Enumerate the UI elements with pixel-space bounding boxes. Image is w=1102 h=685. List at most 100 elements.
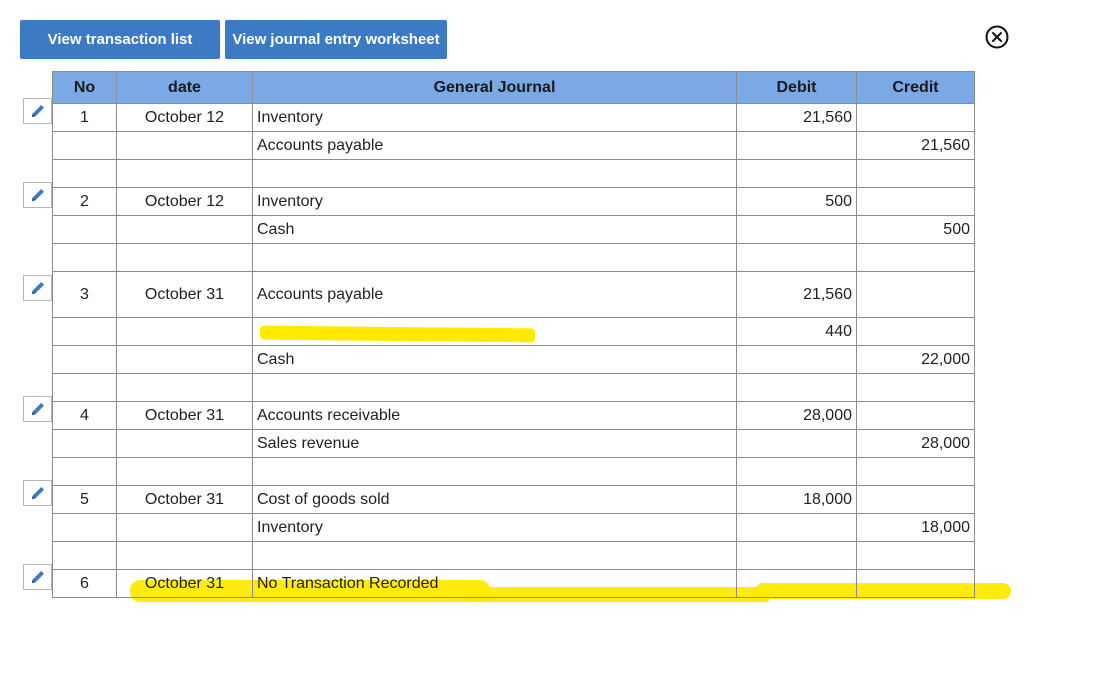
entry-number <box>52 215 117 244</box>
col-header-no: No <box>52 71 117 104</box>
credit-amount: 18,000 <box>856 513 975 542</box>
debit-amount <box>736 429 857 458</box>
account-name: Inventory <box>252 513 737 542</box>
debit-amount <box>736 345 857 374</box>
edit-entry-1-button[interactable] <box>23 98 52 124</box>
credit-amount <box>856 457 975 486</box>
credit-amount: 22,000 <box>856 345 975 374</box>
debit-amount <box>736 131 857 160</box>
credit-amount <box>856 569 975 598</box>
account-name <box>252 317 737 346</box>
entry-date <box>116 159 253 188</box>
entry-date <box>116 373 253 402</box>
col-header-credit: Credit <box>856 71 975 104</box>
table-row: 2 October 12 Inventory 500 <box>52 187 975 216</box>
entry-date: October 31 <box>116 569 253 598</box>
pencil-icon <box>31 189 44 201</box>
debit-amount <box>736 569 857 598</box>
entry-number <box>52 159 117 188</box>
pencil-icon <box>31 571 44 583</box>
account-name: No Transaction Recorded <box>252 569 737 598</box>
debit-amount <box>736 215 857 244</box>
debit-amount <box>736 243 857 272</box>
credit-amount: 500 <box>856 215 975 244</box>
debit-amount: 28,000 <box>736 401 857 430</box>
entry-date: October 31 <box>116 485 253 514</box>
view-transaction-list-button[interactable]: View transaction list <box>20 20 220 59</box>
close-circle-icon[interactable] <box>985 25 1009 49</box>
credit-amount <box>856 187 975 216</box>
credit-amount <box>856 317 975 346</box>
edit-entry-4-button[interactable] <box>23 396 52 422</box>
entry-date <box>116 131 253 160</box>
entry-date <box>116 345 253 374</box>
account-name <box>252 457 737 486</box>
table-row <box>52 541 975 570</box>
pencil-icon <box>31 403 44 415</box>
edit-entry-2-button[interactable] <box>23 182 52 208</box>
entry-number <box>52 457 117 486</box>
debit-amount: 21,560 <box>736 103 857 132</box>
account-name: Sales revenue <box>252 429 737 458</box>
account-name <box>252 373 737 402</box>
entry-number <box>52 345 117 374</box>
pencil-icon <box>31 105 44 117</box>
debit-amount <box>736 373 857 402</box>
entry-date <box>116 541 253 570</box>
edit-entry-5-button[interactable] <box>23 480 52 506</box>
account-name: Inventory <box>252 187 737 216</box>
account-name <box>252 243 737 272</box>
debit-amount: 18,000 <box>736 485 857 514</box>
entry-number <box>52 541 117 570</box>
table-header-row: No date General Journal Debit Credit <box>52 71 975 104</box>
credit-amount <box>856 103 975 132</box>
credit-amount: 28,000 <box>856 429 975 458</box>
edit-entry-6-button[interactable] <box>23 564 52 590</box>
credit-amount <box>856 243 975 272</box>
credit-amount: 21,560 <box>856 131 975 160</box>
entry-number: 5 <box>52 485 117 514</box>
pencil-icon <box>31 487 44 499</box>
entry-number <box>52 317 117 346</box>
entry-date <box>116 215 253 244</box>
entry-date: October 12 <box>116 187 253 216</box>
entry-date: October 31 <box>116 401 253 430</box>
credit-amount <box>856 485 975 514</box>
account-name <box>252 541 737 570</box>
credit-amount <box>856 159 975 188</box>
entry-number <box>52 513 117 542</box>
table-row <box>52 457 975 486</box>
table-row: 5 October 31 Cost of goods sold 18,000 <box>52 485 975 514</box>
debit-amount <box>736 159 857 188</box>
table-row <box>52 373 975 402</box>
credit-amount <box>856 271 975 318</box>
table-row: Sales revenue 28,000 <box>52 429 975 458</box>
account-name <box>252 159 737 188</box>
entry-date <box>116 513 253 542</box>
credit-amount <box>856 541 975 570</box>
account-name: Accounts payable <box>252 271 737 318</box>
debit-amount: 21,560 <box>736 271 857 318</box>
credit-amount <box>856 373 975 402</box>
table-row: 1 October 12 Inventory 21,560 <box>52 103 975 132</box>
table-row <box>52 159 975 188</box>
entry-number <box>52 243 117 272</box>
account-name: Cash <box>252 345 737 374</box>
table-row <box>52 243 975 272</box>
entry-date <box>116 317 253 346</box>
debit-amount <box>736 541 857 570</box>
account-name: Cost of goods sold <box>252 485 737 514</box>
credit-amount <box>856 401 975 430</box>
entry-number: 1 <box>52 103 117 132</box>
debit-amount <box>736 513 857 542</box>
edit-entry-3-button[interactable] <box>23 275 52 301</box>
entry-number <box>52 429 117 458</box>
table-row: 6 October 31 No Transaction Recorded <box>52 569 975 598</box>
view-journal-worksheet-button[interactable]: View journal entry worksheet <box>225 20 447 59</box>
account-name: Inventory <box>252 103 737 132</box>
entry-date <box>116 429 253 458</box>
entry-number: 6 <box>52 569 117 598</box>
table-row: 4 October 31 Accounts receivable 28,000 <box>52 401 975 430</box>
pencil-icon <box>31 282 44 294</box>
table-row: Inventory 18,000 <box>52 513 975 542</box>
